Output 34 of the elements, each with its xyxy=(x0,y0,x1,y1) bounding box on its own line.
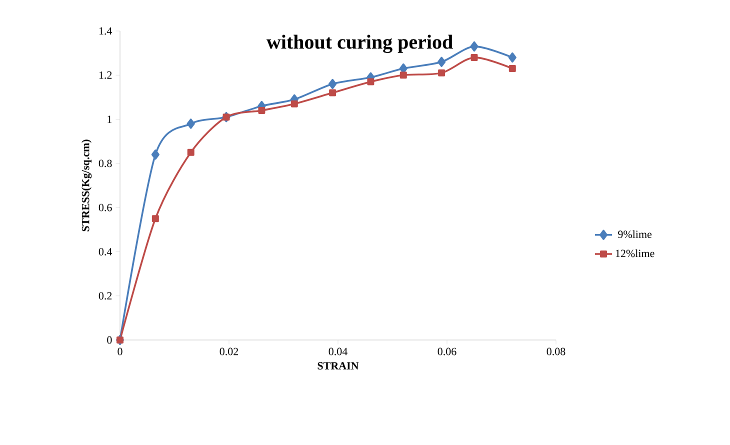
y-tick-label: 0 xyxy=(107,336,112,344)
point xyxy=(508,52,516,63)
x-tick-label: 0.08 xyxy=(546,348,566,356)
x-axis-title: STRAIN xyxy=(318,362,359,370)
y-tick-label: 1 xyxy=(108,116,112,123)
point xyxy=(470,54,478,61)
y-tick-label: 0.4 xyxy=(98,248,112,256)
point xyxy=(470,41,478,52)
y-tick-label: 1.2 xyxy=(99,71,112,79)
point xyxy=(438,56,446,67)
x-tick-label: 0.04 xyxy=(328,348,348,356)
point xyxy=(438,69,446,76)
point xyxy=(328,78,337,90)
x-tick-label: 0.06 xyxy=(438,348,456,356)
point xyxy=(151,150,160,160)
point xyxy=(329,89,336,96)
x-tick-label: 0 xyxy=(118,348,122,356)
y-tick-label: 0.6 xyxy=(98,204,112,212)
point xyxy=(400,72,407,79)
point xyxy=(186,118,195,129)
point xyxy=(290,100,298,108)
point xyxy=(367,78,374,86)
y-tick-label: 0.8 xyxy=(98,160,112,168)
y-tick-label: 0.2 xyxy=(98,292,112,300)
y-axis-title: STRESS(Kg/sq.cm) xyxy=(82,140,92,232)
legend-label: 12%lime xyxy=(616,249,654,258)
y-tick-label: 1.4 xyxy=(99,27,112,35)
point xyxy=(258,106,266,114)
legend-label: 9%lime xyxy=(618,230,652,238)
x-tick-label: 0.02 xyxy=(220,348,238,356)
point xyxy=(152,215,159,222)
chart-title: without curing period xyxy=(266,34,453,53)
point xyxy=(508,65,516,72)
point xyxy=(187,148,194,156)
